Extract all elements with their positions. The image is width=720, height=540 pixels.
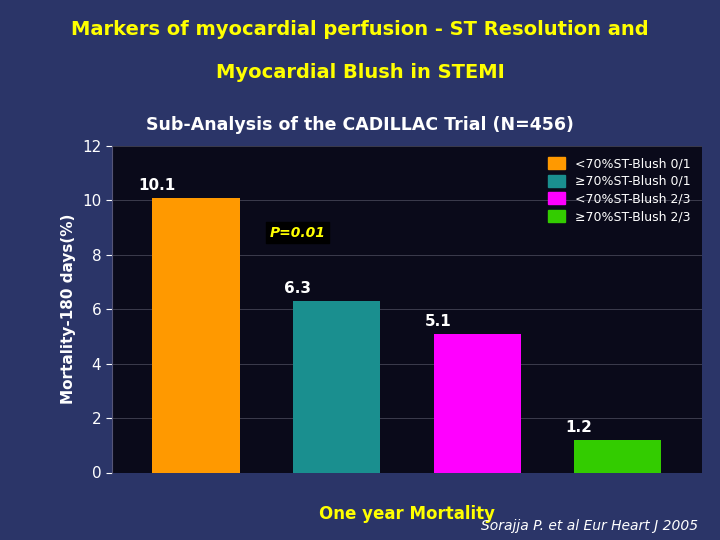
Bar [293, 301, 380, 472]
Legend: <70%ST-Blush 0/1, ≥70%ST-Blush 0/1, <70%ST-Blush 2/3, ≥70%ST-Blush 2/3: <70%ST-Blush 0/1, ≥70%ST-Blush 0/1, <70%… [543, 152, 696, 228]
Text: Myocardial Blush in STEMI: Myocardial Blush in STEMI [215, 63, 505, 83]
Bar [574, 440, 661, 472]
Text: P=0.01: P=0.01 [269, 226, 325, 240]
Bar [153, 198, 240, 472]
Text: One year Mortality: One year Mortality [319, 505, 495, 523]
Text: Sorajja P. et al Eur Heart J 2005: Sorajja P. et al Eur Heart J 2005 [481, 519, 698, 533]
Text: 10.1: 10.1 [138, 178, 175, 193]
Text: Sub-Analysis of the CADILLAC Trial (N=456): Sub-Analysis of the CADILLAC Trial (N=45… [146, 116, 574, 134]
Y-axis label: Mortality-180 days(%): Mortality-180 days(%) [61, 214, 76, 404]
Text: 6.3: 6.3 [284, 281, 310, 296]
Text: 5.1: 5.1 [424, 314, 451, 329]
Text: 1.2: 1.2 [565, 420, 592, 435]
Text: Markers of myocardial perfusion - ST Resolution and: Markers of myocardial perfusion - ST Res… [71, 19, 649, 39]
Bar [433, 334, 521, 472]
